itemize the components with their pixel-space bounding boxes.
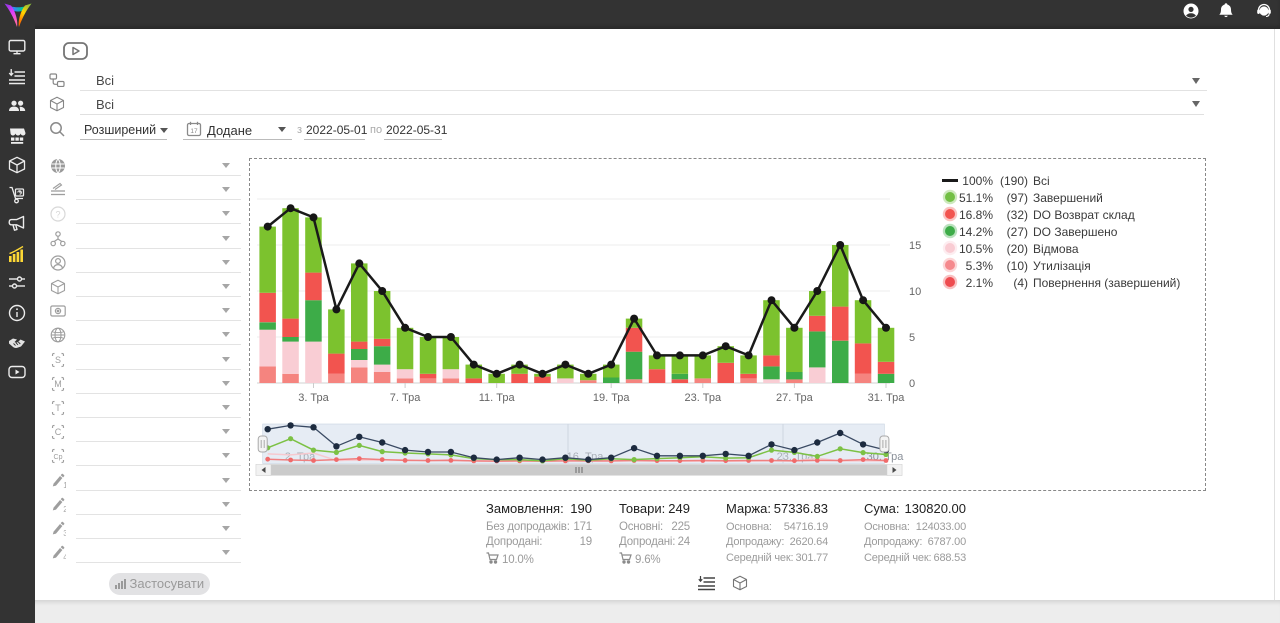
svg-text:S: S	[55, 355, 61, 365]
svg-text:15: 15	[909, 240, 921, 252]
svg-text:27. Тра: 27. Тра	[776, 392, 814, 404]
svg-text:C: C	[55, 427, 62, 437]
svg-text:7. Тра: 7. Тра	[390, 392, 421, 404]
svg-text:10: 10	[909, 286, 921, 298]
svg-text:M: M	[54, 379, 62, 389]
svg-text:Cp: Cp	[54, 454, 63, 461]
svg-text:17: 17	[190, 128, 198, 135]
svg-text:0: 0	[909, 378, 915, 390]
svg-text:3. Тра: 3. Тра	[298, 392, 329, 404]
svg-text:3: 3	[63, 529, 66, 537]
svg-text:T: T	[55, 403, 61, 413]
svg-text:1: 1	[63, 481, 66, 489]
svg-text:19. Тра: 19. Тра	[593, 392, 631, 404]
svg-text:?: ?	[55, 210, 60, 220]
svg-text:11. Тра: 11. Тра	[479, 392, 516, 404]
svg-text:2: 2	[63, 505, 66, 513]
svg-text:5: 5	[909, 332, 915, 344]
svg-text:4: 4	[63, 553, 66, 561]
svg-text:23. Тра: 23. Тра	[684, 392, 722, 404]
svg-text:31. Тра: 31. Тра	[868, 392, 906, 404]
